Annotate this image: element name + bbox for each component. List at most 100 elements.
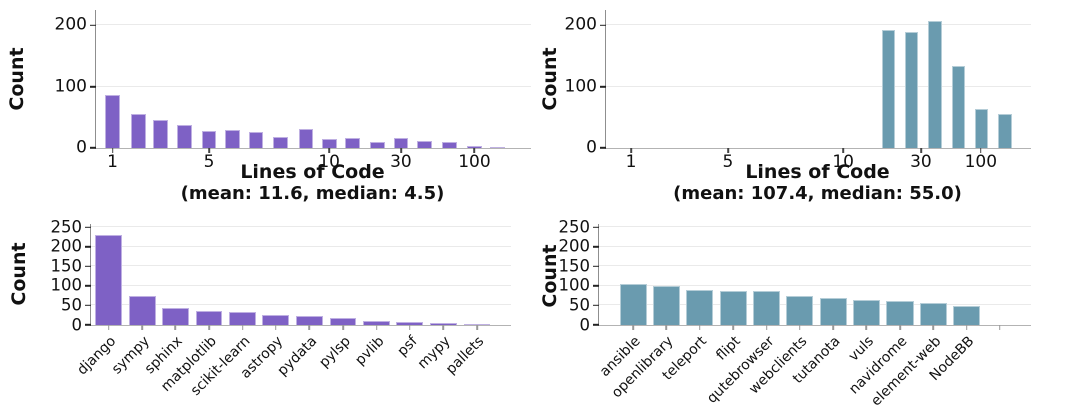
x-axis-title-block: Lines of Code (mean: 11.6, median: 4.5) [95,161,530,204]
bar-teleport [686,290,714,325]
hist-bar-0 [881,29,895,148]
hist-bar-12 [393,138,409,148]
hist-bar-1 [130,113,146,148]
y-gridline [91,226,511,228]
x-tick-mark [865,325,868,330]
y-tick-mark [593,324,599,326]
x-axis-stats-subtitle: (mean: 107.4, median: 55.0) [673,183,962,204]
bar-mypy [429,323,457,325]
y-tick-label: 200 [54,14,87,35]
x-tick-mark [932,325,935,330]
x-axis-title: Lines of Code [745,161,890,183]
y-tick-mark [593,226,599,228]
bar-element-web [919,303,947,325]
x-tick-label: 5 [722,152,734,172]
bar-tutanota [819,298,847,325]
x-tick-mark [375,325,378,330]
y-tick-label: 150 [558,256,591,276]
bar-pallets [463,324,491,325]
x-tick-mark [476,325,478,330]
plot-area: 0 100 200 1 5 10 30 100 [565,10,1031,171]
y-gridline [606,24,1031,26]
x-tick-mark [999,325,1001,330]
y-tick-mark [600,24,606,27]
y-tick-label: 200 [558,236,591,256]
x-tick-mark [765,325,768,330]
y-gridline [599,265,1031,267]
x-tick-mark [408,325,411,330]
x-tick-mark [328,148,330,153]
x-tick-mark [980,148,982,153]
plot-area: 0 100 200 1 5 10 30 100 [55,10,531,171]
hist-bar-4 [201,130,217,148]
x-tick-label: 1 [107,152,118,172]
x-category-label: psf [394,333,421,360]
bar-NodeBB [953,306,981,325]
x-tick-label: 5 [203,152,215,172]
x-tick-mark [442,325,445,330]
hist-bar-16 [490,146,505,148]
x-tick-mark [727,148,729,153]
x-category-label: pvlib [351,333,388,369]
y-tick-label: 100 [558,275,591,295]
y-tick-mark [85,245,91,248]
x-tick-mark [208,325,210,330]
x-tick-mark [174,325,177,330]
y-tick-mark [85,324,91,326]
hist-bar-10 [345,138,361,148]
hist-bar-4 [975,109,989,148]
bar-flipt [719,290,747,325]
x-tick-mark [920,148,922,153]
bar-pydata [295,315,323,325]
bar-navidrome [886,301,914,325]
x-tick-mark [698,325,701,330]
x-tick-mark [632,325,634,330]
x-tick-mark [832,325,834,330]
hist-bar-3 [951,66,965,148]
hist-bar-13 [417,140,432,148]
y-tick-label: 200 [50,236,83,256]
bar-matplotlib [195,311,223,325]
chart-loc-histogram-purple: Count 0 100 200 1 5 10 30 100 Lines of Code (me… [0,0,540,207]
bar-ansible [619,283,647,325]
y-gridline [91,245,511,247]
x-category-label: pylsp [315,333,354,371]
bar-webclients [786,296,814,325]
y-tick-label: 250 [558,216,591,236]
y-tick-mark [593,304,599,307]
y-axis-title: Count [6,47,28,111]
y-tick-label: 100 [54,76,87,97]
x-tick-label: 30 [390,152,412,172]
x-tick-mark [111,148,114,153]
y-tick-label: 50 [61,295,82,315]
y-tick-mark [90,147,96,149]
hist-bar-6 [248,132,264,148]
y-gridline [606,85,1031,87]
chart-loc-histogram-teal: Count 0 100 200 1 5 10 30 100 Lines of Code (me… [539,0,1080,207]
bar-openlibrary [652,285,680,325]
y-tick-label: 0 [579,314,591,334]
y-axis-title: Count [539,47,561,111]
y-tick-mark [600,147,606,149]
y-tick-label: 0 [586,137,597,158]
x-tick-mark [107,325,110,330]
bar-django [95,235,123,325]
y-tick-mark [85,285,91,287]
x-tick-label: 10 [832,152,854,172]
x-tick-mark [842,148,844,153]
y-gridline [599,245,1031,247]
y-tick-label: 50 [569,295,590,315]
x-tick-mark [275,325,277,330]
y-gridline [599,226,1031,228]
hist-bar-8 [298,129,314,148]
y-tick-mark [90,24,96,27]
hist-bar-0 [105,94,120,148]
y-tick-mark [85,265,91,268]
y-tick-mark [593,245,599,248]
x-tick-label: 100 [964,152,998,172]
x-tick-label: 10 [318,152,340,172]
bar-scikit-learn [229,311,257,325]
x-tick-mark [473,148,476,153]
x-axis-title-block: Lines of Code (mean: 107.4, median: 55.0… [605,161,1030,204]
